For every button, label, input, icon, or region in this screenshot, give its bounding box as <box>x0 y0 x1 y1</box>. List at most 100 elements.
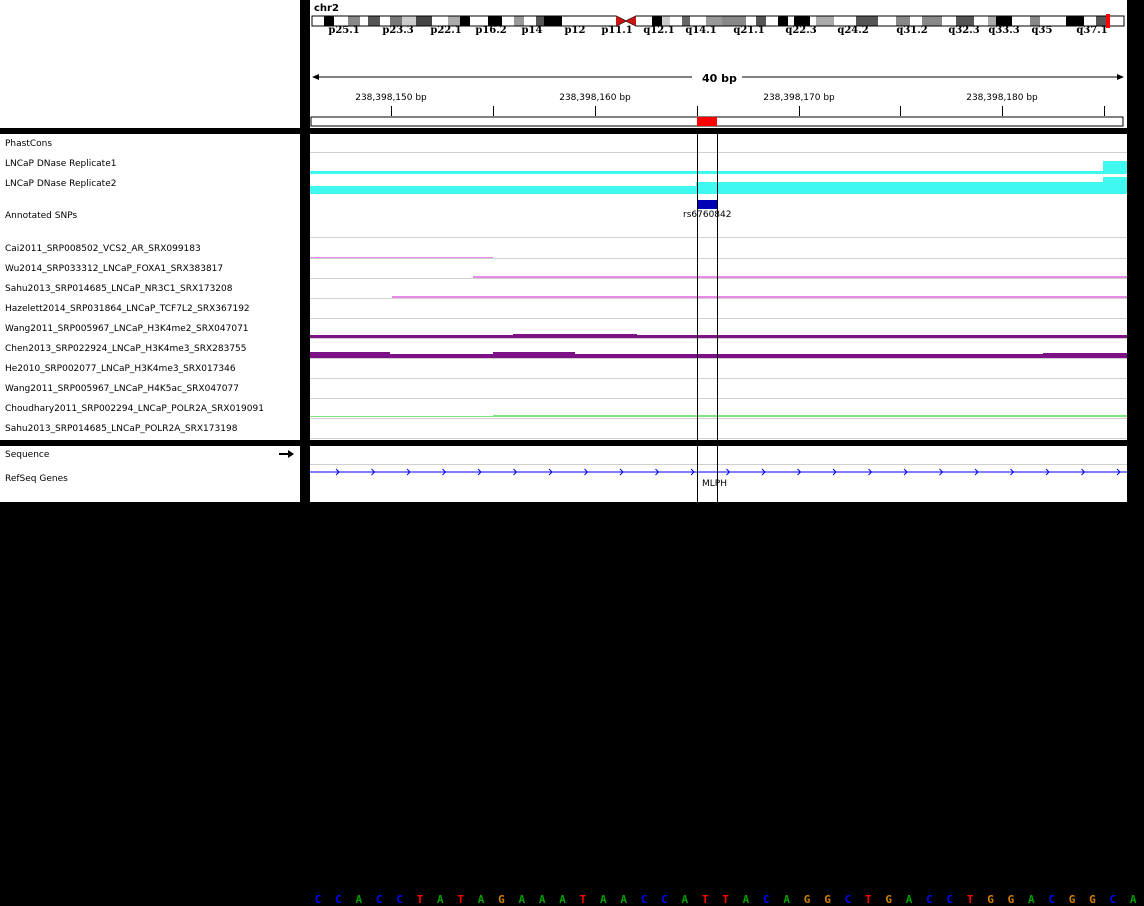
track-separator <box>310 358 1127 359</box>
track-label[interactable]: Cai2011_SRP008502_VCS2_AR_SRX099183 <box>5 244 201 254</box>
ideogram-band <box>956 16 974 26</box>
gene-label: MLPH <box>702 479 727 489</box>
ruler[interactable] <box>310 104 1127 128</box>
gene-strand-chevron <box>655 468 660 476</box>
gene-strand-chevron <box>726 468 731 476</box>
ideogram-band <box>524 16 536 26</box>
track-label[interactable]: LNCaP DNase Replicate1 <box>5 159 117 169</box>
ideogram-band <box>756 16 766 26</box>
track-separator <box>310 237 1127 238</box>
ideogram-band <box>690 16 706 26</box>
ruler-tick-label: 238,398,160 bp <box>559 93 631 103</box>
h3k4me2-peak <box>513 334 637 338</box>
ideogram-band <box>896 16 910 26</box>
track-separator <box>310 258 1127 259</box>
sequence-base: G <box>824 893 831 906</box>
band-label: q31.2 <box>896 25 928 36</box>
dnase-rep2-peak-a <box>696 182 1104 194</box>
track-label[interactable]: He2010_SRP002077_LNCaP_H3K4me3_SRX017346 <box>5 364 236 374</box>
sequence-base: A <box>538 893 546 906</box>
ideogram-band <box>368 16 380 26</box>
ideogram-band <box>706 16 722 26</box>
ideogram-band <box>348 16 360 26</box>
track-separator <box>310 438 1127 439</box>
track-label[interactable]: Wang2011_SRP005967_LNCaP_H4K5ac_SRX04707… <box>5 384 239 394</box>
sequence-base: C <box>661 893 668 906</box>
track-label[interactable]: LNCaP DNase Replicate2 <box>5 179 117 189</box>
ideogram-band <box>536 16 544 26</box>
ideogram-band <box>746 16 756 26</box>
band-label: p11.1 <box>601 25 633 36</box>
ideogram-band <box>416 16 432 26</box>
band-label: p14 <box>521 25 543 36</box>
track-label[interactable]: Chen2013_SRP022924_LNCaP_H3K4me3_SRX2837… <box>5 344 247 354</box>
sequence-base: C <box>946 893 954 906</box>
chromosome-ideogram[interactable] <box>310 14 1127 28</box>
sequence-base: A <box>477 893 485 906</box>
track-label[interactable]: Sahu2013_SRP014685_LNCaP_NR3C1_SRX173208 <box>5 284 233 294</box>
sequence-base: T <box>966 893 974 906</box>
ruler-tick-label: 238,398,180 bp <box>966 93 1038 103</box>
track-label[interactable]: Wang2011_SRP005967_LNCaP_H3K4me2_SRX0470… <box>5 324 249 334</box>
feature-roi-lines <box>697 446 718 502</box>
ideogram-band <box>834 16 856 26</box>
ideogram-band <box>1096 16 1106 26</box>
gene-strand-chevron <box>1116 468 1121 476</box>
band-label: q35 <box>1031 25 1053 36</box>
track-separator <box>310 152 1127 153</box>
sequence-base: A <box>559 893 566 906</box>
gene-strand-chevron <box>903 468 908 476</box>
track-label[interactable]: Hazelett2014_SRP031864_LNCaP_TCF7L2_SRX3… <box>5 304 250 314</box>
sequence-base: T <box>416 893 424 906</box>
region-of-interest-marker <box>697 117 717 126</box>
track-label[interactable]: Sahu2013_SRP014685_LNCaP_POLR2A_SRX17319… <box>5 424 238 434</box>
band-label: q37.1 <box>1076 25 1108 36</box>
band-label: q24.2 <box>837 25 869 36</box>
sequence-base: A <box>518 893 526 906</box>
track-label-sequence[interactable]: Sequence <box>5 450 50 460</box>
ideogram-band <box>878 16 896 26</box>
sequence-base: C <box>926 893 933 906</box>
nr3c1-signal <box>392 296 1127 298</box>
ideogram-band <box>722 16 746 26</box>
header-name-panel <box>0 0 300 128</box>
track-label[interactable]: Choudhary2011_SRP002294_LNCaP_POLR2A_SRX… <box>5 404 264 414</box>
sequence-base: G <box>498 893 505 906</box>
ideogram-band <box>460 16 470 26</box>
sequence-base: C <box>396 893 403 906</box>
sequence-base: C <box>844 893 852 906</box>
dnase-rep2-peak-b <box>1103 177 1127 194</box>
sequence-base: A <box>600 893 607 906</box>
band-label: q22.3 <box>785 25 817 36</box>
track-label[interactable]: Wu2014_SRP033312_LNCaP_FOXA1_SRX383817 <box>5 264 224 274</box>
polr2a-signal-b <box>493 415 1127 417</box>
sequence-base: A <box>620 893 627 906</box>
ideogram-band <box>312 16 324 26</box>
ideogram-band <box>788 16 794 26</box>
sequence-base: C <box>763 893 770 906</box>
gene-strand-chevron <box>406 468 411 476</box>
h3k4me3-peak-b <box>493 352 575 358</box>
sequence-base: C <box>640 893 648 906</box>
polr2a-signal <box>310 416 493 417</box>
ideogram-band <box>380 16 390 26</box>
h3k4me2-signal <box>310 335 1127 338</box>
track-label[interactable]: PhastCons <box>5 139 53 149</box>
right-arrow-icon[interactable] <box>279 449 295 459</box>
sequence-base: A <box>681 893 689 906</box>
ideogram-band <box>1106 16 1124 26</box>
track-separator <box>310 278 1127 279</box>
ideogram-band <box>324 16 334 26</box>
gene-strand-chevron <box>548 468 553 476</box>
ideogram-band <box>402 16 416 26</box>
ar-signal <box>310 257 493 258</box>
ideogram-band <box>1084 16 1096 26</box>
sequence-base: T <box>579 893 587 906</box>
sequence-base: C <box>335 893 342 906</box>
data-track-names-panel: PhastCons LNCaP DNase Replicate1 LNCaP DNa… <box>0 134 300 440</box>
track-label-refseq-genes[interactable]: RefSeq Genes <box>5 474 68 484</box>
span-arrow <box>312 74 1124 80</box>
refseq-gene-track[interactable] <box>310 466 1127 480</box>
gene-strand-chevron <box>832 468 837 476</box>
track-label[interactable]: Annotated SNPs <box>5 211 78 221</box>
